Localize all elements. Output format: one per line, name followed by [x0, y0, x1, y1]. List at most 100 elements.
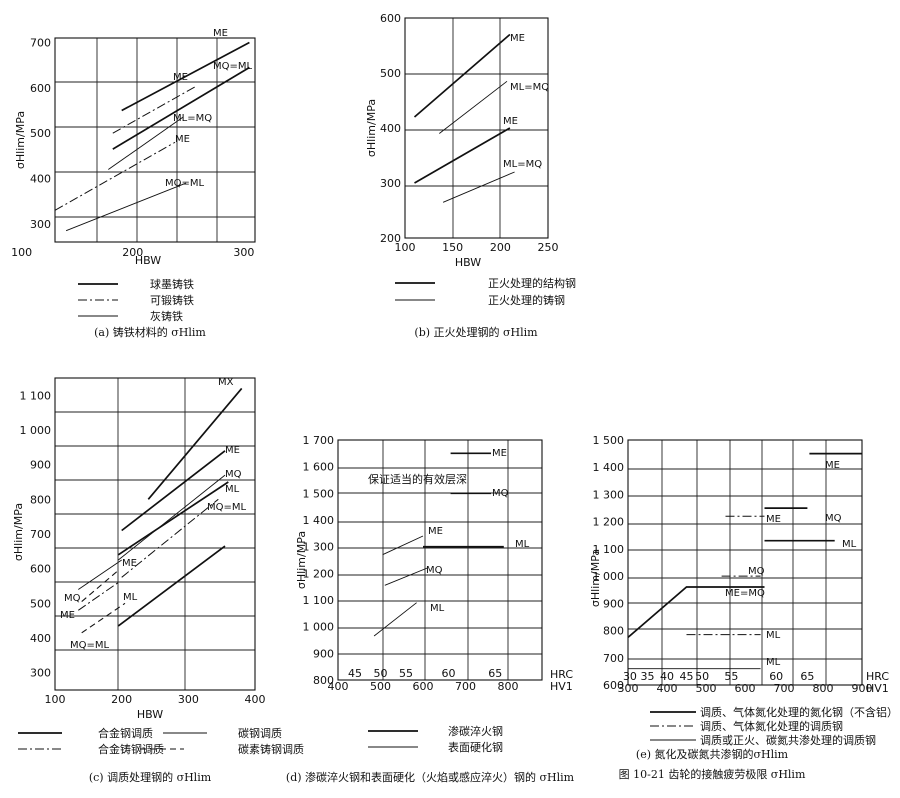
- plot-frame: [54, 37, 256, 243]
- y-tick-label: 1 400: [593, 461, 625, 474]
- legend-label: 调质或正火、碳氮共渗处理的调质钢: [700, 733, 876, 747]
- y-tick-label: 700: [603, 652, 624, 665]
- legend-label: 可锻铸铁: [150, 293, 194, 307]
- hrc-tick-label: 65: [800, 670, 814, 683]
- chart-b-grid: [404, 17, 549, 239]
- series-label: ME: [492, 448, 507, 459]
- series-line: [54, 141, 176, 211]
- series-label: ML: [430, 603, 445, 614]
- legend-label: 正火处理的铸钢: [488, 293, 565, 307]
- x-tick-label: 800: [498, 680, 519, 693]
- y-tick-label: 1 300: [593, 488, 625, 501]
- series-line: [439, 80, 508, 134]
- x-tick-label: 300: [178, 693, 199, 706]
- series-line: [65, 182, 187, 232]
- y-tick-label: 800: [30, 493, 51, 506]
- chart-caption: (b) 正火处理钢的 σHlim: [414, 325, 538, 339]
- legend-label: 正火处理的结构钢: [488, 276, 576, 290]
- figure-caption: 图 10-21 齿轮的接触疲劳极限 σHlim: [619, 767, 806, 781]
- series-label: ML: [766, 657, 781, 668]
- hrc-tick-label: 35: [641, 670, 655, 683]
- series-label: ML=MQ: [503, 159, 542, 170]
- y-tick-label: 400: [30, 173, 51, 186]
- chart-a: 100 200 300 300 400 500 600 700 HBW σHlim/MPa ME MQ…: [11, 28, 256, 339]
- y-axis-label: σHlim/MPa: [295, 531, 308, 589]
- legend-label: 合金铸钢调质: [98, 742, 164, 756]
- y-axis-label: σHlim/MPa: [14, 111, 27, 169]
- plot-frame: [404, 17, 549, 239]
- y-tick-label: 700: [30, 37, 51, 50]
- series-label: MQ=ML: [165, 178, 205, 189]
- y-tick-label: 1 500: [593, 434, 625, 447]
- chart-caption: (e) 氮化及碳氮共渗钢的σHlim: [636, 747, 789, 761]
- series-label: ML=MQ: [510, 82, 549, 93]
- x-tick-label: 600: [735, 682, 756, 695]
- x-tick-label: 800: [813, 682, 834, 695]
- series-line: [112, 66, 250, 150]
- x-tick-label: 700: [774, 682, 795, 695]
- hrc-tick-label: 45: [680, 670, 694, 683]
- chart-caption: (a) 铸铁材料的 σHlim: [94, 325, 206, 339]
- y-tick-label: 1 600: [303, 461, 335, 474]
- x-tick-label: 400: [245, 693, 266, 706]
- y-tick-label: 500: [30, 597, 51, 610]
- series-label: ME: [60, 610, 75, 621]
- hrc-tick-label: 60: [442, 667, 456, 680]
- series-label: MQ: [426, 565, 443, 576]
- series-label: MQ: [64, 593, 81, 604]
- y-tick-label: 1 200: [303, 567, 335, 580]
- series-label: ML: [123, 592, 138, 603]
- x-axis-label: HBW: [455, 256, 481, 269]
- y-tick-label: 1 100: [303, 594, 335, 607]
- y-tick-label: 500: [30, 127, 51, 140]
- series-label: ML: [225, 484, 240, 495]
- series-line: [81, 569, 119, 603]
- series-line: [121, 41, 250, 112]
- x-tick-label: 300: [233, 246, 254, 259]
- hrc-tick-label: 55: [399, 667, 413, 680]
- x-tick-label: 100: [45, 693, 66, 706]
- y-tick-label: 800: [313, 674, 334, 687]
- y-tick-label: 1 300: [303, 541, 335, 554]
- x-tick-label: 500: [370, 680, 391, 693]
- legend-label: 灰铸铁: [150, 309, 183, 323]
- x-tick-label: 200: [122, 246, 143, 259]
- y-tick-label: 1 100: [593, 543, 625, 556]
- y-axis-label: σHlim/MPa: [365, 99, 378, 157]
- plot-frame: [627, 439, 863, 686]
- y-tick-label: 1 000: [20, 424, 52, 437]
- y-tick-label: 300: [380, 177, 401, 190]
- series-line: [442, 171, 515, 203]
- chart-b: 100 150 200 250 200 300 400 500 600 HBW σHlim/MPa M…: [365, 12, 576, 339]
- plot-frame: [337, 439, 543, 681]
- y-tick-label: 600: [30, 82, 51, 95]
- y-tick-label: 1 100: [20, 389, 52, 402]
- y-tick-label: 600: [30, 563, 51, 576]
- series-label: MQ=ML: [207, 502, 247, 513]
- series-label: ME: [225, 445, 240, 456]
- y-tick-label: 1 000: [593, 570, 625, 583]
- series-label: ML: [515, 539, 530, 550]
- x-tick-label: 900: [852, 682, 873, 695]
- series-label: MQ=ML: [70, 640, 110, 651]
- hrc-tick-label: 40: [660, 670, 674, 683]
- x-tick-label: 400: [328, 680, 349, 693]
- y-tick-label: 200: [380, 232, 401, 245]
- series-label: MX: [218, 377, 234, 388]
- legend-label: 调质、气体氮化处理的氮化钢（不含铝）: [700, 705, 898, 719]
- series-line: [78, 582, 119, 611]
- hrc-tick-label: 45: [348, 667, 362, 680]
- x-tick-label: 400: [657, 682, 678, 695]
- y-axis-label: σHlim/MPa: [589, 549, 602, 607]
- series-line: [413, 33, 511, 118]
- y-tick-label: 600: [603, 679, 624, 692]
- series-label: ME: [503, 116, 518, 127]
- legend-label: 渗碳淬火钢: [448, 724, 503, 738]
- x-axis-label-hrc: HRC: [550, 668, 573, 681]
- x-tick-label: 300: [618, 682, 639, 695]
- series-line: [627, 586, 765, 639]
- x-tick-label: 200: [111, 693, 132, 706]
- y-tick-label: 800: [603, 625, 624, 638]
- chart-caption: (c) 调质处理钢的 σHlim: [89, 770, 212, 784]
